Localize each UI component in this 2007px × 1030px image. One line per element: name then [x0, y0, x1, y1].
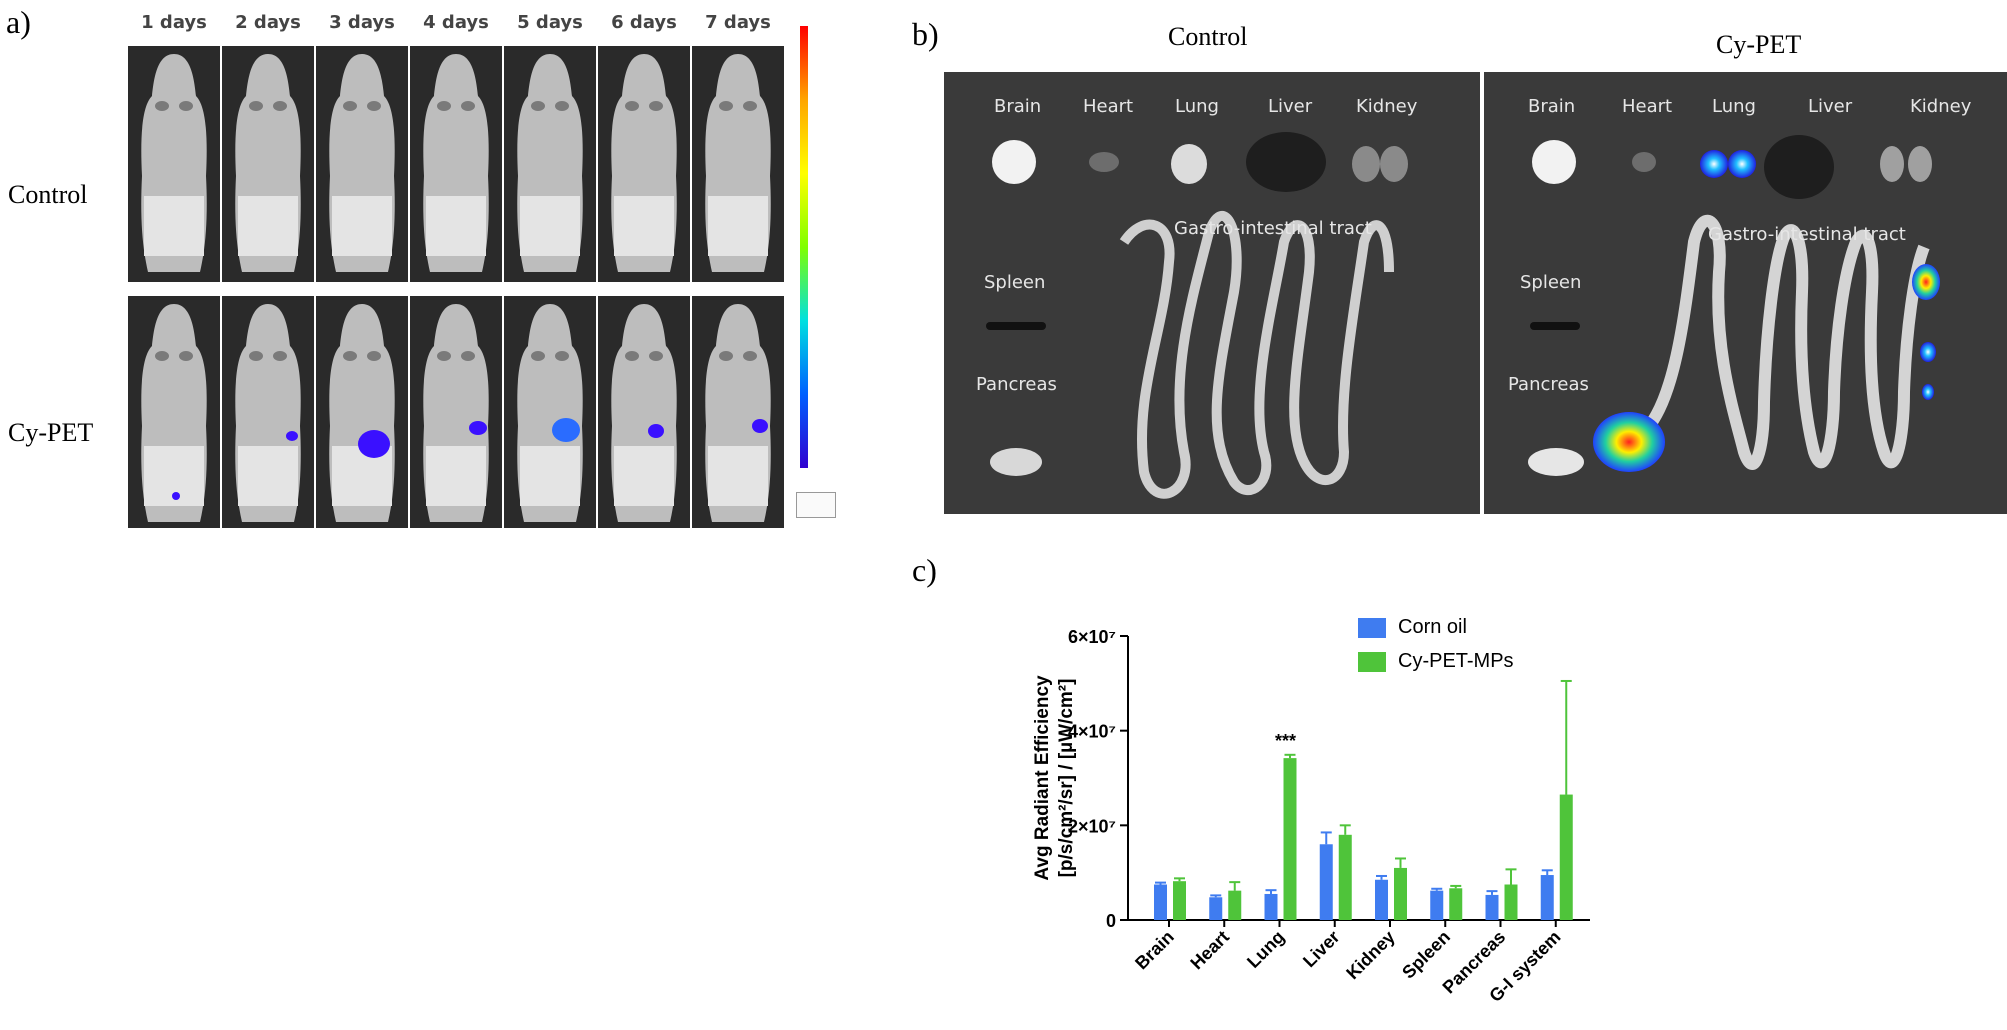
bar-cy-pet-mps-g-i-system — [1559, 794, 1573, 920]
bar-corn-oil-kidney — [1375, 879, 1388, 920]
cy-pet-organ-label-gi: Gastro-intestinal tract — [1708, 224, 1906, 245]
y-tick-label: 4×10⁷ — [1068, 722, 1116, 742]
panel-b-label: b) — [912, 16, 939, 52]
day-label-7: 7 days — [705, 12, 771, 33]
bar-corn-oil-lung — [1264, 893, 1278, 920]
control-mouse-day-6 — [598, 46, 690, 282]
cy-pet-organ-label-heart: Heart — [1622, 96, 1673, 117]
control-organ-label-kidney: Kidney — [1356, 96, 1418, 117]
day-label-5: 5 days — [517, 12, 583, 33]
organ-photo-control — [944, 72, 1480, 514]
organ-drawing-control — [986, 132, 1408, 499]
control-mouse-day-4 — [410, 46, 502, 282]
control-organ-label-liver: Liver — [1268, 96, 1313, 117]
control-organ-label-brain: Brain — [994, 96, 1042, 117]
bar-corn-oil-pancreas — [1485, 894, 1499, 920]
day-label-2: 2 days — [235, 12, 301, 33]
bar-cy-pet-mps-lung — [1283, 758, 1297, 920]
cy-pet-mouse-day-1 — [128, 296, 220, 528]
fluorescence-signal — [648, 424, 664, 438]
cy-pet-organ-label-lung: Lung — [1712, 96, 1756, 117]
control-mouse-day-2 — [222, 46, 314, 282]
control-organ-label-spleen: Spleen — [984, 272, 1046, 293]
x-tick-label: Kidney — [1342, 927, 1399, 984]
bar-cy-pet-mps-heart — [1228, 890, 1242, 920]
bar-cy-pet-mps-spleen — [1449, 888, 1463, 920]
colorbar-legend-box — [796, 492, 836, 518]
control-mouse-day-5 — [504, 46, 596, 282]
cy-pet-organ-label-spleen: Spleen — [1520, 272, 1582, 293]
bar-corn-oil-spleen — [1430, 890, 1444, 920]
cy-pet-organ-label-pancreas: Pancreas — [1508, 374, 1589, 395]
x-tick-label: Spleen — [1398, 927, 1454, 983]
day-label-1: 1 days — [141, 12, 207, 33]
y-tick-label: 2×10⁷ — [1068, 816, 1116, 836]
panel-a-label: a) — [6, 4, 31, 40]
fluorescence-signal — [286, 431, 298, 441]
legend-label-cy-pet-mps: Cy-PET-MPs — [1398, 650, 1514, 672]
fluorescence-signal — [358, 430, 390, 458]
control-organ-label-pancreas: Pancreas — [976, 374, 1057, 395]
cy-pet-mouse-day-6 — [598, 296, 690, 528]
y-tick-label: 0 — [1106, 911, 1116, 931]
bar-corn-oil-heart — [1209, 897, 1223, 920]
y-axis-title: Avg Radiant Efficiency — [1032, 675, 1053, 881]
x-tick-label: Lung — [1243, 927, 1288, 972]
row-label-cy-pet: Cy-PET — [8, 418, 94, 447]
organ-group-control: Control — [1168, 22, 1248, 51]
day-label-4: 4 days — [423, 12, 489, 33]
cy-pet-mouse-day-3 — [316, 296, 408, 528]
organ-photo-cy-pet — [1484, 72, 2007, 514]
cy-pet-mouse-day-7 — [692, 296, 784, 528]
fluorescence-signal — [752, 419, 768, 433]
y-axis-title-units: [p/s/cm²/sr] / [µW/cm²] — [1056, 679, 1077, 878]
bar-corn-oil-liver — [1319, 844, 1333, 920]
bar-corn-oil-g-i-system — [1540, 875, 1554, 920]
control-mouse-day-7 — [692, 46, 784, 282]
cy-pet-mouse-day-4 — [410, 296, 502, 528]
cy-pet-mouse-day-2 — [222, 296, 314, 528]
bar-corn-oil-brain — [1154, 884, 1167, 920]
x-tick-label: Liver — [1299, 927, 1344, 972]
control-organ-label-heart: Heart — [1083, 96, 1134, 117]
x-tick-label: Heart — [1186, 927, 1233, 974]
fluorescence-signal — [552, 418, 580, 442]
cy-pet-mouse-day-5 — [504, 296, 596, 528]
organ-group-cy-pet: Cy-PET — [1716, 30, 1802, 59]
bar-cy-pet-mps-liver — [1338, 834, 1352, 920]
panel-c-label: c) — [912, 552, 937, 588]
legend-label-corn-oil: Corn oil — [1398, 616, 1467, 638]
legend-swatch-cy-pet-mps — [1358, 652, 1386, 672]
radiant-efficiency-colorbar — [800, 26, 808, 468]
day-label-6: 6 days — [611, 12, 677, 33]
cy-pet-organ-label-liver: Liver — [1808, 96, 1853, 117]
cy-pet-organ-label-kidney: Kidney — [1910, 96, 1972, 117]
x-tick-label: Brain — [1131, 927, 1178, 974]
significance-annotation: *** — [1275, 731, 1296, 751]
row-label-control: Control — [8, 180, 88, 209]
bar-chart: 0 2×10⁷ 4×10⁷ 6×10⁷ Avg Radiant Efficiency [p… — [1032, 627, 1590, 1006]
control-mouse-day-3 — [316, 46, 408, 282]
control-mouse-day-1 — [128, 46, 220, 282]
bar-cy-pet-mps-brain — [1173, 881, 1186, 920]
bar-cy-pet-mps-pancreas — [1504, 884, 1518, 920]
control-organ-label-gi: Gastro-intestinal tract — [1174, 218, 1372, 239]
fluorescence-signal — [469, 421, 487, 435]
control-organ-label-lung: Lung — [1175, 96, 1219, 117]
organ-drawing-cy-pet — [1528, 135, 1940, 476]
bar-cy-pet-mps-kidney — [1394, 867, 1407, 920]
fluorescence-signal — [172, 492, 180, 500]
legend-swatch-corn-oil — [1358, 618, 1386, 638]
cy-pet-organ-label-brain: Brain — [1528, 96, 1576, 117]
y-tick-label: 6×10⁷ — [1068, 627, 1116, 647]
day-label-3: 3 days — [329, 12, 395, 33]
